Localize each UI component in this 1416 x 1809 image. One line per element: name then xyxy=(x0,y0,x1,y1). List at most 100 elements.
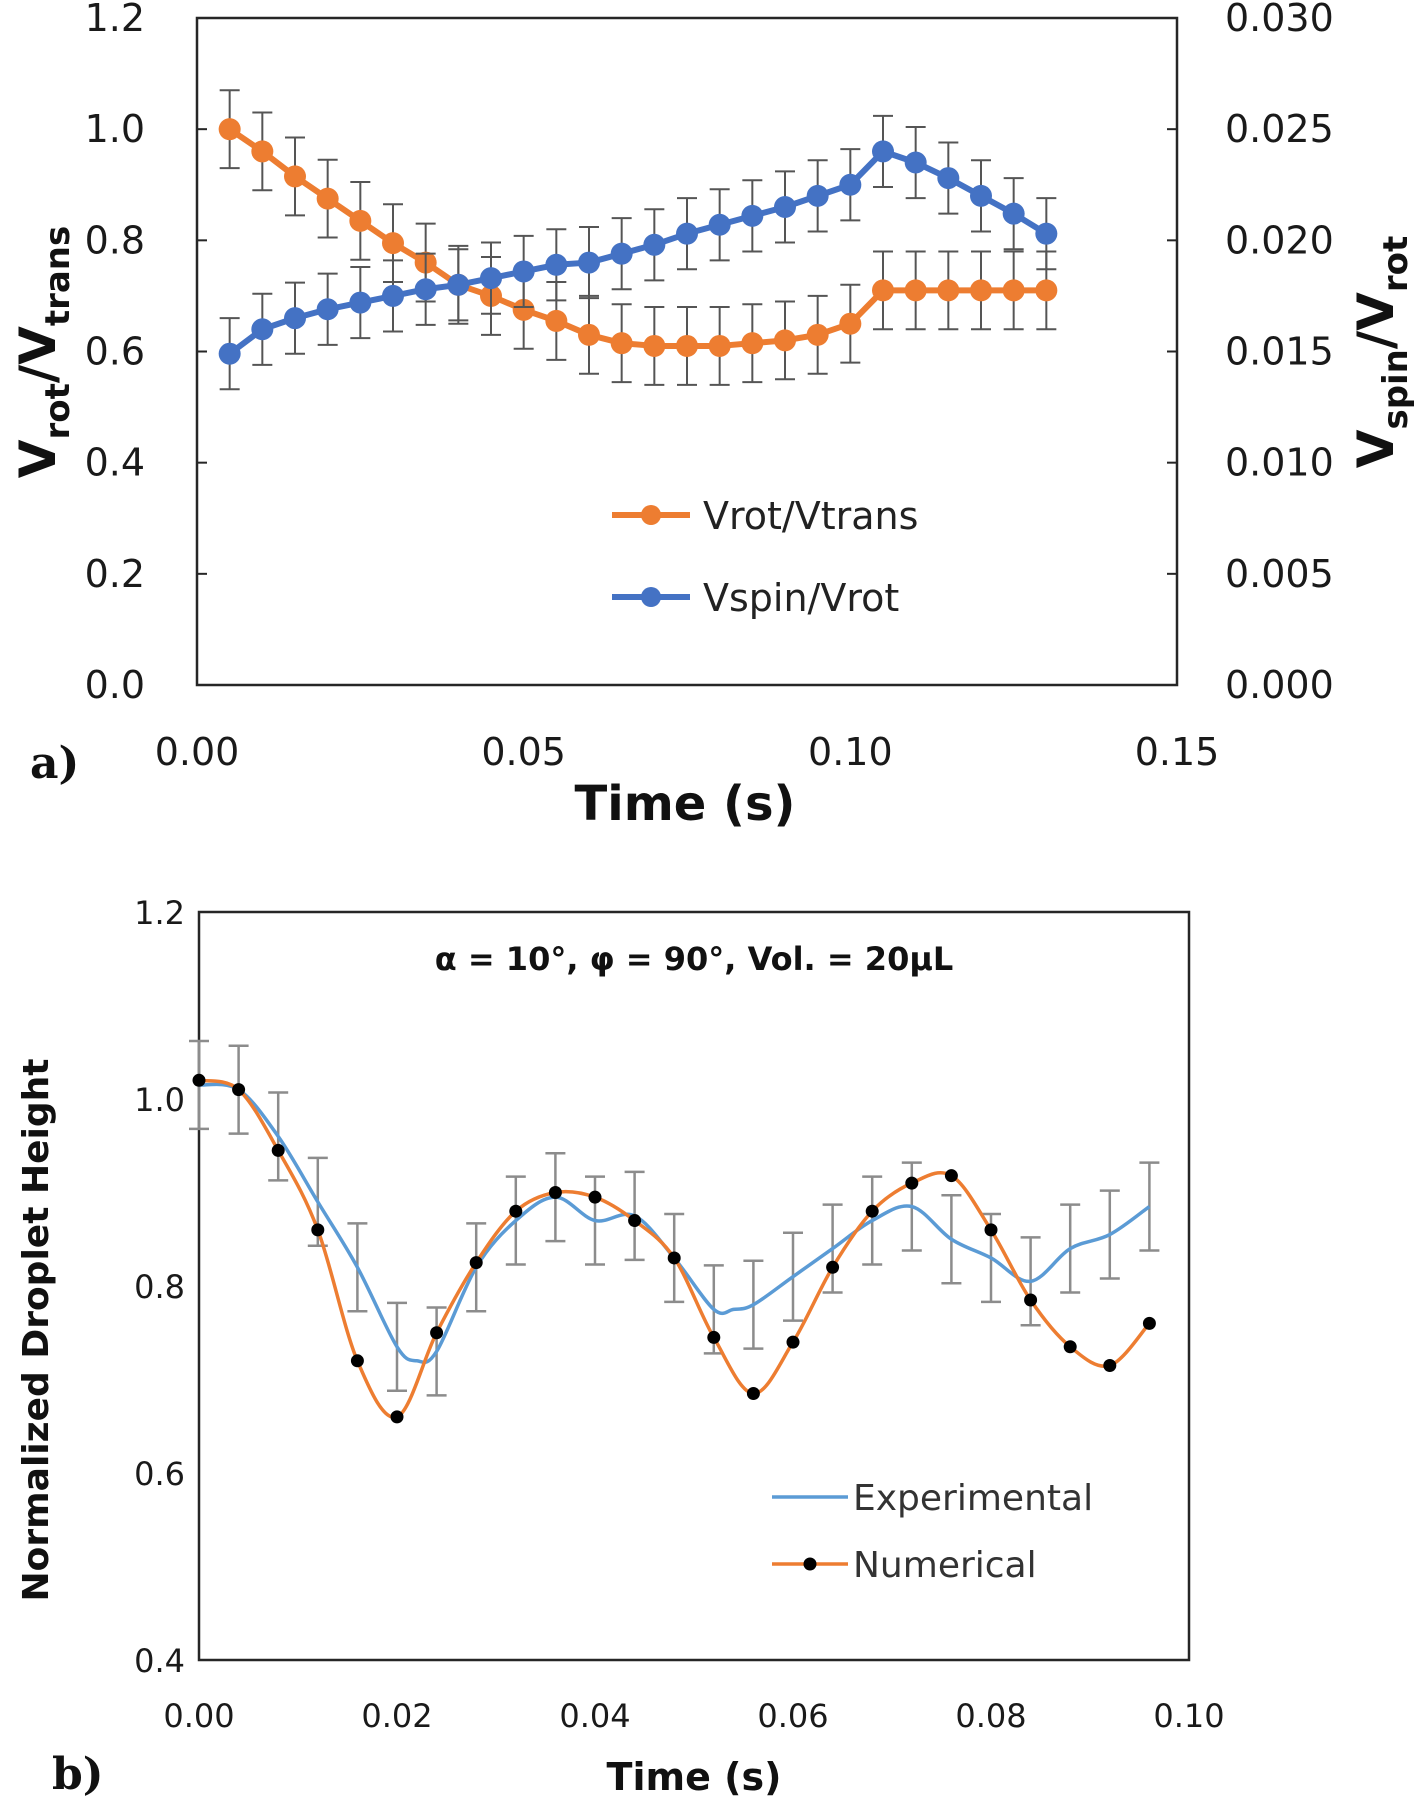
panel-a-point-vspin-vrot xyxy=(414,278,437,301)
panel-b-point-numerical xyxy=(786,1335,800,1349)
panel-b-point-numerical xyxy=(588,1190,602,1204)
panel-a-point-vrot-vtrans xyxy=(970,279,992,302)
panel-b-point-numerical xyxy=(469,1256,483,1270)
panel-a-point-vrot-vtrans xyxy=(872,279,894,302)
panel-b-y-tick-label: 1.2 xyxy=(134,894,185,932)
panel-b-label: b) xyxy=(52,1749,104,1800)
panel-a-point-vspin-vrot xyxy=(251,318,274,341)
panel-b-point-numerical xyxy=(707,1330,721,1344)
panel-a-point-vspin-vrot xyxy=(284,307,306,330)
panel-a-point-vspin-vrot xyxy=(708,213,731,236)
legend-label-experimental: Experimental xyxy=(853,1478,1093,1519)
panel-a-series xyxy=(218,89,1058,391)
panel-a-left-y-ticks: 0.0 0.2 0.4 0.6 0.8 1.0 1.2 xyxy=(85,0,207,707)
panel-a-point-vrot-vtrans xyxy=(774,329,796,352)
panel-a-x-tick-label: 0.10 xyxy=(808,730,893,774)
panel-b-point-numerical xyxy=(746,1387,760,1401)
panel-a-point-vspin-vrot xyxy=(676,222,698,245)
panel-a-point-vrot-vtrans xyxy=(512,298,535,321)
panel-a-x-tick-label: 0.05 xyxy=(481,730,566,774)
legend-label-numerical: Numerical xyxy=(853,1545,1037,1586)
panel-b-y-tick-label: 0.6 xyxy=(134,1455,185,1493)
panel-b-point-numerical xyxy=(548,1186,562,1199)
panel-a-left-y-tick-label: 0.8 xyxy=(85,218,145,262)
panel-b-x-tick-label: 0.10 xyxy=(1153,1697,1224,1735)
panel-a-left-y-tick-label: 1.2 xyxy=(85,0,145,40)
panel-a-point-vspin-vrot xyxy=(904,151,927,174)
panel-a-point-vrot-vtrans xyxy=(676,334,698,357)
panel-b-point-numerical xyxy=(628,1214,642,1228)
panel-a-left-y-tick-label: 0.2 xyxy=(85,552,145,596)
panel-a-point-vrot-vtrans xyxy=(643,334,666,357)
panel-a-right-y-tick-label: 0.030 xyxy=(1225,0,1334,40)
panel-b-y-tick-label: 0.4 xyxy=(134,1642,185,1680)
panel-b-point-numerical xyxy=(944,1169,958,1183)
panel-b-point-numerical xyxy=(667,1251,681,1265)
panel-b-point-numerical xyxy=(390,1410,404,1424)
panel-a-x-tick-label: 0.00 xyxy=(155,730,240,774)
panel-a-right-y-tick-label: 0.020 xyxy=(1225,218,1334,262)
panel-a-point-vrot-vtrans xyxy=(806,323,829,346)
legend-marker-vrot-vtrans xyxy=(641,505,661,525)
panel-b-y-tick-label: 1.0 xyxy=(134,1081,185,1119)
panel-a-point-vrot-vtrans xyxy=(610,332,633,355)
panel-a-point-vspin-vrot xyxy=(937,167,960,190)
panel-a-point-vrot-vtrans xyxy=(251,140,274,163)
panel-a-point-vrot-vtrans xyxy=(839,312,862,335)
panel-a-left-y-tick-label: 0.4 xyxy=(85,441,145,485)
panel-b-x-tick-label: 0.04 xyxy=(559,1697,630,1735)
panel-a-right-y-tick-label: 0.005 xyxy=(1225,552,1334,596)
panel-a-left-y-tick-label: 0.6 xyxy=(85,330,145,374)
panel-a-right-y-tick-label: 0.025 xyxy=(1225,107,1334,151)
panel-a-point-vrot-vtrans xyxy=(316,187,339,210)
panel-a-point-vspin-vrot xyxy=(512,260,535,283)
panel-b-point-numerical xyxy=(865,1204,879,1218)
panel-a-point-vrot-vtrans xyxy=(937,279,960,302)
panel-b-y-tick-label: 0.8 xyxy=(134,1268,185,1306)
panel-a-point-vspin-vrot xyxy=(545,253,568,276)
panel-a-point-vrot-vtrans xyxy=(708,334,731,357)
legend-label-vrot-vtrans: Vrot/Vtrans xyxy=(703,494,918,538)
panel-b-series xyxy=(189,1039,1160,1424)
panel-b-point-numerical xyxy=(984,1223,998,1237)
panel-a-x-ticks: 0.00 0.05 0.10 0.15 xyxy=(155,730,1220,774)
panel-b-point-numerical xyxy=(826,1260,840,1274)
panel-b-x-ticks: 0.00 0.02 0.04 0.06 0.08 0.10 xyxy=(163,1697,1224,1735)
panel-a-chart: 0.00 0.05 0.10 0.15 0.0 0.2 0.4 0.6 0.8 1.0 1.2 0… xyxy=(9,0,1416,832)
panel-a-point-vspin-vrot xyxy=(872,140,894,163)
panel-a-point-vspin-vrot xyxy=(774,195,796,218)
panel-b-point-numerical xyxy=(430,1326,444,1340)
panel-a-point-vrot-vtrans xyxy=(284,165,306,188)
panel-a-point-vspin-vrot xyxy=(839,173,862,196)
panel-a-point-vspin-vrot xyxy=(610,242,633,265)
legend-marker-vspin-vrot xyxy=(641,587,661,607)
panel-b-y-title: Normalized Droplet Height xyxy=(16,1059,57,1602)
panel-b-x-tick-label: 0.02 xyxy=(361,1697,432,1735)
panel-b-point-numerical xyxy=(1063,1340,1077,1354)
legend-label-vspin-vrot: Vspin/Vrot xyxy=(703,576,899,620)
panel-a-point-vspin-vrot xyxy=(382,284,404,307)
panel-b-x-title: Time (s) xyxy=(607,1755,782,1799)
panel-a-label: a) xyxy=(30,738,79,789)
panel-b-point-numerical xyxy=(271,1143,285,1157)
panel-a-point-vrot-vtrans xyxy=(1035,279,1058,302)
panel-a-point-vrot-vtrans xyxy=(349,209,372,232)
panel-a-point-vrot-vtrans xyxy=(218,118,241,141)
panel-b-plot-frame xyxy=(197,910,1191,1662)
panel-a-point-vspin-vrot xyxy=(578,251,600,274)
panel-a-point-vspin-vrot xyxy=(218,342,241,365)
panel-a-point-vspin-vrot xyxy=(349,291,372,314)
panel-a-point-vspin-vrot xyxy=(316,298,339,321)
panel-b-point-numerical xyxy=(311,1223,325,1237)
panel-a-point-vrot-vtrans xyxy=(382,232,404,255)
panel-b-point-numerical xyxy=(1024,1293,1038,1307)
panel-b-x-tick-label: 0.00 xyxy=(163,1697,234,1735)
panel-b-point-numerical xyxy=(350,1354,364,1368)
panel-a-left-y-tick-label: 1.0 xyxy=(85,107,145,151)
panel-a-point-vspin-vrot xyxy=(480,267,502,290)
panel-b-legend: Experimental Numerical xyxy=(772,1478,1093,1586)
panel-a-point-vspin-vrot xyxy=(806,184,829,207)
panel-a-right-y-title: Vspin/Vrot xyxy=(1347,236,1416,469)
panel-b-point-numerical xyxy=(1142,1316,1156,1330)
